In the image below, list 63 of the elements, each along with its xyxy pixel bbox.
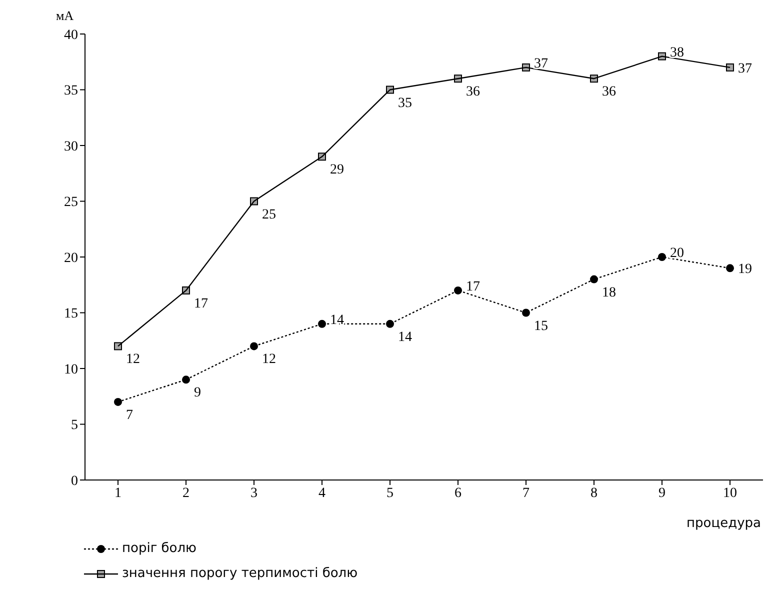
y-axis-title: мА (56, 8, 74, 24)
point (590, 275, 598, 284)
point (726, 264, 734, 272)
legend-label: значення порогу терпимості болю (122, 566, 358, 581)
x-tick-label: 3 (250, 486, 258, 501)
point (250, 197, 258, 206)
x-axis-title: процедура (686, 516, 762, 531)
point (318, 320, 326, 328)
data-label: 36 (466, 84, 480, 100)
data-label: 36 (602, 84, 616, 100)
y-tick-label: 15 (64, 306, 78, 322)
point (658, 52, 666, 60)
data-label: 7 (126, 408, 133, 423)
x-tick-label: 9 (658, 486, 666, 501)
data-label: 18 (602, 285, 616, 300)
point (590, 74, 598, 83)
y-tick-label: 0 (71, 474, 78, 489)
y-tick-label: 40 (64, 28, 78, 43)
data-label: 29 (330, 162, 344, 178)
x-tick-label: 7 (522, 486, 530, 501)
y-tick-label: 10 (64, 362, 78, 378)
data-label: 35 (398, 96, 412, 111)
data-label: 14 (398, 330, 412, 345)
data-label: 14 (330, 312, 344, 328)
x-tick-label: 8 (590, 486, 598, 501)
point (522, 308, 530, 317)
point (658, 253, 666, 261)
data-label: 17 (466, 279, 480, 294)
point (318, 152, 326, 161)
data-label: 9 (194, 386, 201, 401)
data-label: 17 (194, 296, 208, 312)
point (182, 286, 190, 294)
data-label: 38 (670, 45, 684, 60)
data-label: 15 (534, 318, 548, 334)
data-label: 12 (262, 352, 276, 368)
data-label: 12 (126, 352, 140, 368)
x-tick-label: 2 (182, 486, 190, 501)
y-tick-label: 25 (64, 195, 78, 210)
data-label: 19 (738, 262, 752, 278)
y-tick-label: 30 (64, 139, 78, 154)
x-tick-label: 10 (723, 486, 737, 501)
data-label: 37 (738, 61, 752, 76)
data-label: 25 (262, 207, 276, 222)
legend-label: поріг болю (122, 541, 197, 556)
x-tick-label: 4 (318, 486, 326, 501)
y-tick-label: 35 (64, 84, 78, 99)
data-label: 20 (670, 246, 684, 261)
x-tick-label: 5 (386, 486, 394, 501)
data-label: 37 (534, 56, 548, 72)
x-tick-label: 1 (114, 486, 122, 501)
point (250, 342, 258, 350)
y-tick-label: 5 (71, 418, 78, 434)
point (114, 342, 122, 350)
point (182, 376, 190, 384)
x-tick-label: 6 (454, 486, 462, 501)
point (522, 63, 530, 72)
point (726, 63, 734, 72)
point (454, 286, 462, 294)
point (386, 320, 394, 328)
y-tick-label: 20 (64, 250, 78, 266)
point (114, 398, 122, 406)
point (386, 86, 394, 94)
point (454, 74, 462, 83)
